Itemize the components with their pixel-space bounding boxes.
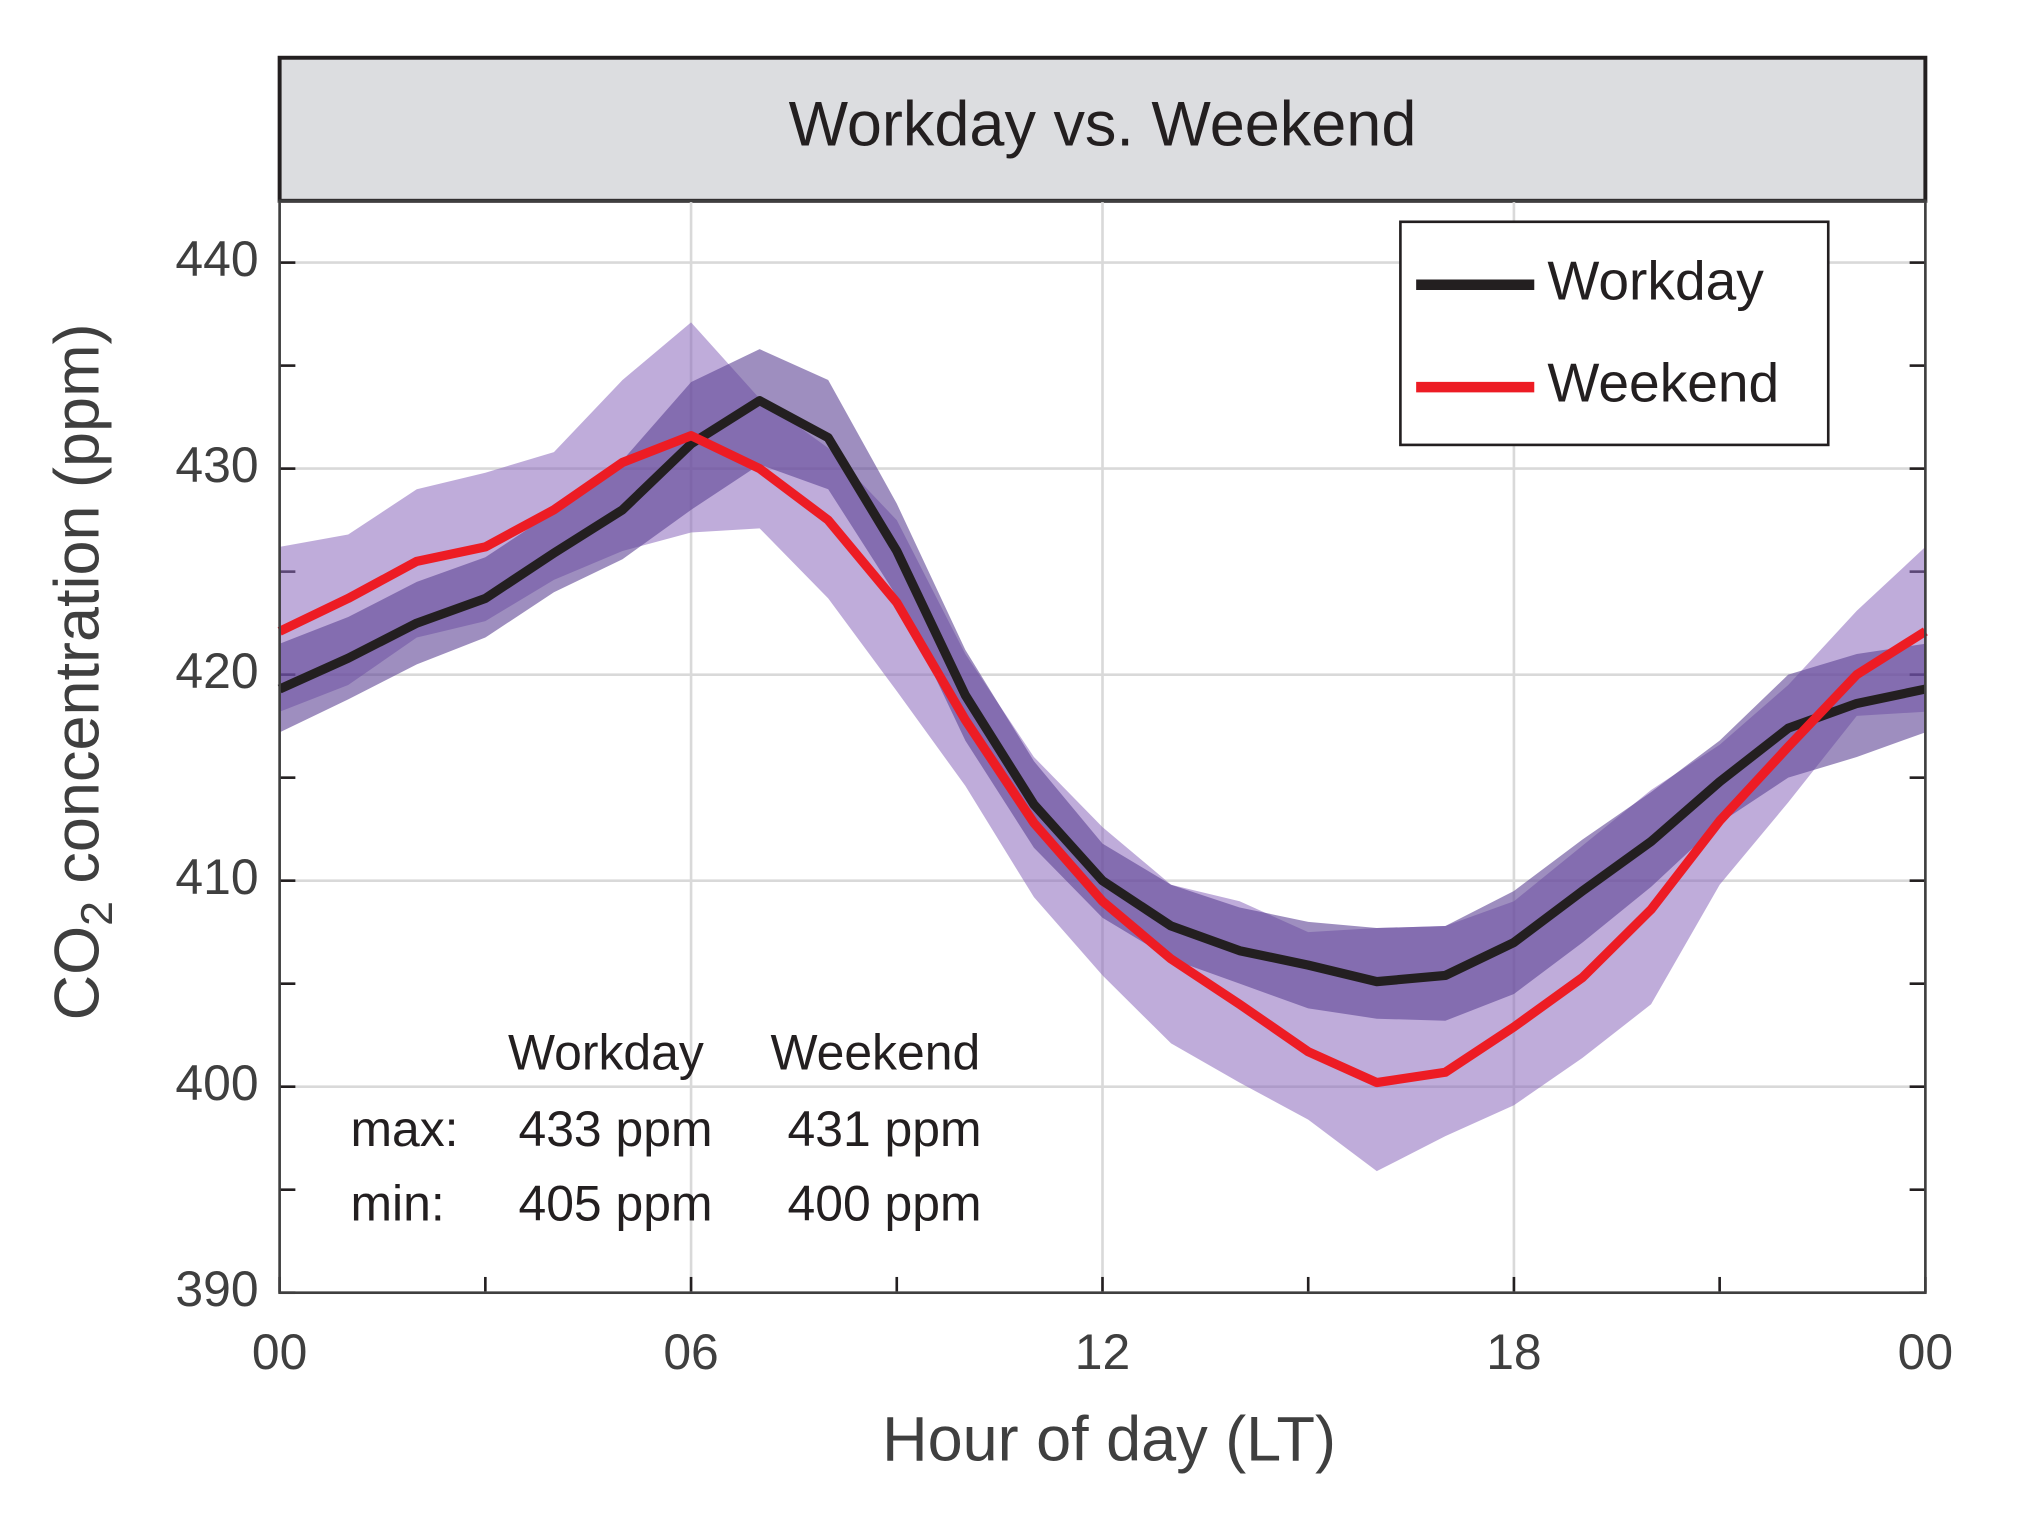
x-tick-label: 00 xyxy=(252,1324,307,1380)
annotation-cell: min: xyxy=(350,1176,444,1232)
chart-title: Workday vs. Weekend xyxy=(789,89,1417,159)
annotation-cell: 400 ppm xyxy=(788,1176,982,1232)
annotation-cell: 405 ppm xyxy=(518,1176,712,1232)
legend-label: Workday xyxy=(1547,249,1764,311)
x-tick-label: 00 xyxy=(1898,1324,1953,1380)
annotation-cell: max: xyxy=(350,1101,458,1157)
data-line xyxy=(277,396,1927,987)
y-tick-label: 390 xyxy=(175,1261,258,1317)
y-tick-label: 400 xyxy=(175,1055,258,1111)
title-panel xyxy=(277,55,1928,203)
annotation-header: Workday xyxy=(508,1025,704,1081)
y-tick-label: 420 xyxy=(175,643,258,699)
plot-frame xyxy=(278,199,1927,1295)
annotation-header: Weekend xyxy=(770,1025,980,1081)
y-tick-label: 430 xyxy=(175,437,258,493)
y-axis-label-part: CO xyxy=(42,926,112,1020)
x-axis-label: Hour of day (LT) xyxy=(882,1404,1336,1474)
x-tick-label: 06 xyxy=(663,1324,718,1380)
x-tick-label: 18 xyxy=(1486,1324,1541,1380)
y-tick-label: 440 xyxy=(175,231,258,287)
legend-label: Weekend xyxy=(1547,352,1779,414)
y-axis-label-part: concentration (ppm) xyxy=(42,323,112,901)
uncertainty-band xyxy=(279,349,1926,1021)
y-axis-label: CO2 concentration (ppm) xyxy=(42,323,122,1020)
y-tick-label: 410 xyxy=(175,849,258,905)
annotation-cell: 431 ppm xyxy=(788,1101,982,1157)
y-axis-label-part: 2 xyxy=(73,901,122,926)
legend-box xyxy=(1399,220,1830,447)
data-line xyxy=(277,431,1928,1088)
annotation-cell: 433 ppm xyxy=(518,1101,712,1157)
x-tick-label: 12 xyxy=(1075,1324,1130,1380)
